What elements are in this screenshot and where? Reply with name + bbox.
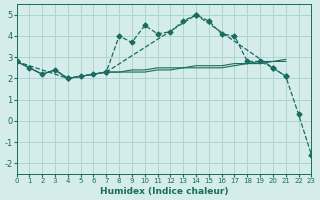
X-axis label: Humidex (Indice chaleur): Humidex (Indice chaleur) bbox=[100, 187, 228, 196]
